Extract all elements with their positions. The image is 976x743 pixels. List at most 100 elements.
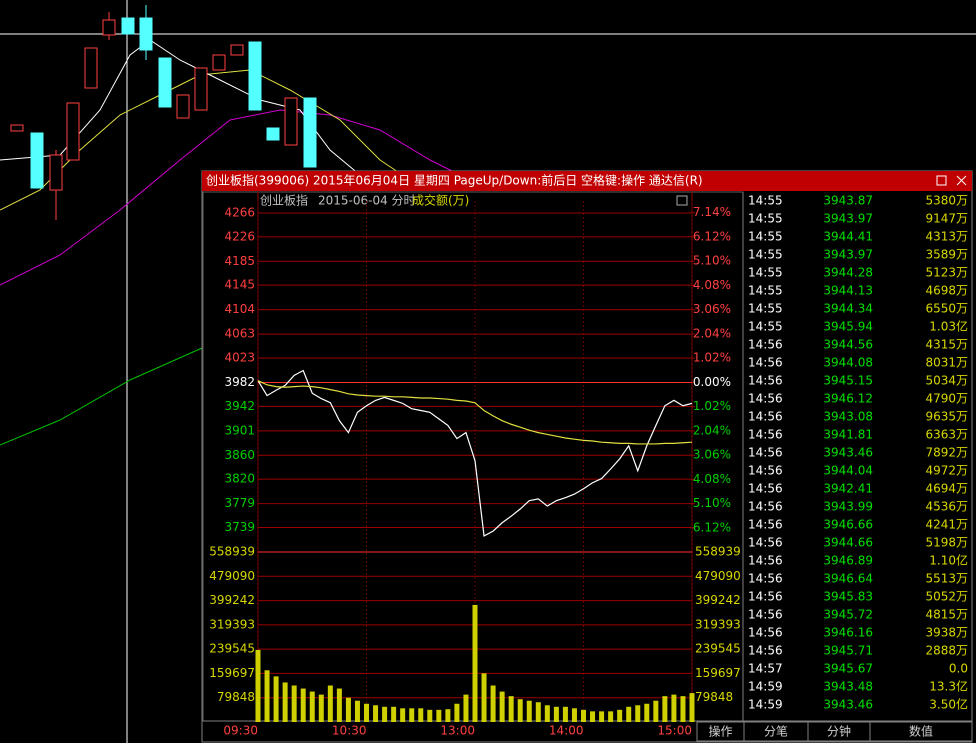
tick-volume: 7892万 <box>925 446 968 460</box>
title-bar <box>202 171 972 191</box>
tick-time: 14:55 <box>748 284 783 298</box>
y-tick-label: 3901 <box>224 423 255 437</box>
tab-label[interactable]: 分钟 <box>827 724 851 739</box>
tick-price: 3942.41 <box>823 482 873 496</box>
y-tick-label: 3820 <box>224 472 255 486</box>
tick-time: 14:56 <box>748 464 783 478</box>
volume-bar <box>300 688 306 722</box>
tick-price: 3945.15 <box>823 374 873 388</box>
volume-bar <box>309 691 315 722</box>
y-tick-label: 4104 <box>224 302 255 316</box>
tick-time: 14:55 <box>748 302 783 316</box>
window-title: 创业板指(399006) 2015年06月04日 星期四 PageUp/Down… <box>206 173 703 188</box>
tick-volume: 4694万 <box>925 482 968 496</box>
volume-tick-label: 399242 <box>695 593 741 607</box>
volume-bar <box>345 697 351 722</box>
tick-price: 3946.66 <box>823 518 873 532</box>
y2-tick-label: 1.02% <box>693 399 731 413</box>
volume-bar <box>499 691 505 722</box>
tick-time: 14:59 <box>748 680 783 694</box>
tab[interactable] <box>869 721 973 742</box>
tick-time: 14:56 <box>748 374 783 388</box>
volume-bar <box>373 705 379 722</box>
volume-bar <box>689 693 695 722</box>
tick-price: 3944.04 <box>823 464 873 478</box>
volume-tick-label: 558939 <box>695 545 741 559</box>
y2-tick-label: 6.12% <box>693 229 731 243</box>
tick-volume: 2888万 <box>925 644 968 658</box>
volume-bar <box>336 688 342 722</box>
window: 创业板指(399006) 2015年06月04日 星期四 PageUp/Down… <box>201 170 973 743</box>
y-tick-label: 4063 <box>224 327 255 341</box>
y2-tick-label: 4.08% <box>693 278 731 292</box>
tick-price: 3943.46 <box>823 698 873 712</box>
tab-label[interactable]: 数值 <box>909 724 933 739</box>
y-tick-label: 4226 <box>224 229 255 243</box>
tick-time: 14:56 <box>748 482 783 496</box>
tick-price: 3944.56 <box>823 338 873 352</box>
volume-tick-label: 159697 <box>695 666 741 680</box>
tick-price: 3946.89 <box>823 554 873 568</box>
volume-bar <box>273 676 279 722</box>
volume-bar <box>635 705 641 722</box>
candles-up <box>10 12 298 220</box>
volume-tick-label: 239545 <box>695 642 741 656</box>
y-tick-label: 3942 <box>224 399 255 413</box>
tick-volume: 6550万 <box>925 302 968 316</box>
tick-time: 14:56 <box>748 644 783 658</box>
chart-subtitle: 2015-06-04 分时 <box>318 194 416 208</box>
panel-icon[interactable] <box>676 195 688 206</box>
x-tick-label: 14:00 <box>549 724 584 738</box>
tick-volume: 3.50亿 <box>929 697 968 712</box>
ma-line <box>0 347 203 446</box>
tick-volume: 5513万 <box>925 572 968 586</box>
tick-volume: 5034万 <box>925 374 968 388</box>
y2-tick-label: 0.00% <box>693 375 731 389</box>
tick-volume: 5052万 <box>925 590 968 604</box>
volume-bar <box>644 703 650 722</box>
tick-volume: 8031万 <box>925 356 968 370</box>
tick-time: 14:56 <box>748 572 783 586</box>
tick-volume: 1.03亿 <box>929 319 968 334</box>
tick-volume: 0.0 <box>949 662 968 676</box>
x-tick-label: 13:00 <box>440 724 475 738</box>
tick-price: 3944.28 <box>823 266 873 280</box>
y-tick-label: 4145 <box>224 278 255 292</box>
volume-bar <box>526 700 532 722</box>
y2-tick-label: 5.10% <box>693 496 731 510</box>
volume-bar <box>264 670 270 722</box>
tick-time: 14:56 <box>748 446 783 460</box>
tick-volume: 4313万 <box>925 230 968 244</box>
volume-bar <box>391 706 397 722</box>
window-frame <box>201 170 973 743</box>
volume-bar <box>599 711 605 722</box>
candle <box>194 67 208 111</box>
tick-time: 14:59 <box>748 698 783 712</box>
tick-price: 3945.94 <box>823 320 873 334</box>
tick-price: 3944.13 <box>823 284 873 298</box>
tick-volume: 4815万 <box>925 608 968 622</box>
candle <box>30 132 44 189</box>
tab-label[interactable]: 分笔 <box>764 724 788 739</box>
tick-volume: 1.10亿 <box>929 553 968 568</box>
tick-time: 14:56 <box>748 626 783 640</box>
price-line <box>257 369 693 537</box>
volume-tick-label: 239545 <box>209 642 255 656</box>
y-tick-label: 3739 <box>224 520 255 534</box>
tick-volume: 4790万 <box>925 392 968 406</box>
y2-tick-label: 3.06% <box>693 302 731 316</box>
tick-price: 3945.83 <box>823 590 873 604</box>
candle <box>266 127 280 141</box>
tick-time: 14:56 <box>748 500 783 514</box>
tick-price: 3945.67 <box>823 662 873 676</box>
tab-label[interactable]: 操作 <box>708 724 732 739</box>
volume-bar <box>400 708 406 722</box>
volume-bar <box>436 709 442 722</box>
maximize-button[interactable] <box>936 175 947 186</box>
close-button[interactable] <box>956 175 967 186</box>
tick-price: 3945.71 <box>823 644 873 658</box>
volume-bar <box>653 700 659 722</box>
tick-volume: 4972万 <box>925 464 968 478</box>
volume-bar <box>427 709 433 722</box>
